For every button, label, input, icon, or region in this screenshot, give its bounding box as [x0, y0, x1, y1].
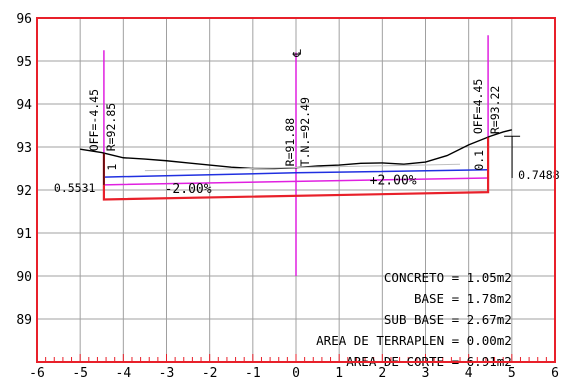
x-tick-label: -2	[202, 366, 218, 381]
x-tick-label: -3	[159, 366, 175, 381]
thickness-right-value: 0.7488	[518, 168, 560, 182]
label-r-center: R=91.88	[283, 118, 297, 167]
label-r-right: R=93.22	[488, 86, 502, 134]
y-tick-label: 90	[16, 270, 32, 285]
x-tick-label: -1	[245, 366, 261, 381]
series-pavement_top	[103, 169, 489, 178]
y-tick-label: 92	[16, 184, 32, 199]
x-tick-label: 1	[335, 366, 343, 381]
data-lines	[80, 35, 521, 276]
x-tick-label: -5	[72, 366, 88, 381]
y-tick-label: 89	[16, 313, 32, 328]
quantity-line: AREA DE TERRAPLEN = 0.00m2	[316, 333, 512, 348]
series-base_line	[103, 177, 489, 186]
thickness-right-label: 0.1	[472, 150, 486, 171]
quantity-line: SUB BASE = 2.67m2	[384, 312, 512, 327]
x-tick-label: -6	[29, 366, 45, 381]
slope-left: -2.00%	[165, 182, 212, 197]
label-tn-center: T.N.=92.49	[298, 97, 312, 166]
x-tick-label: 6	[551, 366, 559, 381]
y-tick-label: 96	[16, 12, 32, 27]
x-tick-label: -4	[116, 366, 132, 381]
label-r-left: R=92.85	[104, 103, 118, 151]
thickness-left-label: 1	[105, 164, 119, 171]
y-tick-label: 93	[16, 141, 32, 156]
x-tick-label: 5	[508, 366, 516, 381]
y-tick-label: 91	[16, 227, 32, 242]
x-tick-label: 2	[378, 366, 386, 381]
slope-right: +2.00%	[370, 173, 417, 188]
label-off-left: OFF=-4.45	[87, 89, 101, 151]
y-tick-label: 95	[16, 55, 32, 70]
y-tick-label: 94	[16, 98, 32, 113]
x-tick-label: 0	[292, 366, 300, 381]
plot-frame	[36, 17, 556, 363]
quantity-line: CONCRETO = 1.05m2	[384, 270, 512, 285]
x-tick-label: 3	[422, 366, 430, 381]
annotations: OFF=-4.45 R=92.85 R=91.88 T.N.=92.49 ℄ OFF=4.…	[54, 49, 560, 197]
axis-labels: -6 -5 -4 -3 -2 -1 0 1 2 3 4 5 6 89 90 91 92 93 94 95 96	[16, 12, 559, 381]
quantity-line: BASE = 1.78m2	[414, 291, 512, 306]
quantity-table: CONCRETO = 1.05m2 BASE = 1.78m2 SUB BASE =…	[316, 270, 512, 369]
label-off-right: OFF=4.45	[471, 79, 485, 134]
x-tick-label: 4	[465, 366, 473, 381]
centerline-mark: ℄	[290, 49, 304, 58]
reference-line	[144, 163, 461, 172]
series-terrain	[80, 129, 513, 170]
thickness-left-value: 0.5531	[54, 181, 96, 195]
